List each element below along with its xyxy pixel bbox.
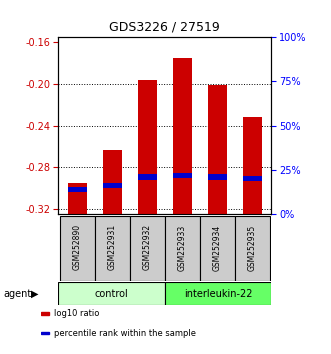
Text: GSM252931: GSM252931 — [108, 224, 117, 270]
Text: control: control — [94, 289, 128, 299]
Text: GSM252934: GSM252934 — [213, 224, 222, 270]
Bar — [103, 150, 122, 214]
Text: GDS3226 / 27519: GDS3226 / 27519 — [109, 21, 220, 34]
Bar — [95, 216, 130, 281]
Bar — [165, 216, 200, 281]
Bar — [243, 117, 262, 214]
Bar — [208, 85, 227, 214]
Text: ▶: ▶ — [31, 289, 39, 299]
Bar — [243, 176, 262, 181]
Bar — [138, 80, 157, 214]
Bar — [200, 216, 235, 281]
Text: agent: agent — [3, 289, 31, 299]
Bar — [103, 183, 122, 188]
Bar — [68, 187, 87, 192]
Text: GSM252935: GSM252935 — [248, 224, 257, 270]
Bar — [172, 173, 192, 178]
Text: percentile rank within the sample: percentile rank within the sample — [54, 329, 196, 338]
Text: log10 ratio: log10 ratio — [54, 309, 99, 318]
Text: GSM252890: GSM252890 — [73, 224, 82, 270]
Text: GSM252932: GSM252932 — [143, 224, 152, 270]
Bar — [58, 282, 165, 305]
Bar — [138, 175, 157, 179]
Text: GSM252933: GSM252933 — [178, 224, 187, 270]
Bar — [235, 216, 270, 281]
Bar — [41, 312, 49, 315]
Text: interleukin-22: interleukin-22 — [184, 289, 252, 299]
Bar — [41, 332, 49, 334]
Bar — [208, 175, 227, 179]
Bar — [172, 58, 192, 214]
Bar — [68, 183, 87, 214]
Bar — [60, 216, 95, 281]
Bar — [165, 282, 271, 305]
Bar — [130, 216, 165, 281]
